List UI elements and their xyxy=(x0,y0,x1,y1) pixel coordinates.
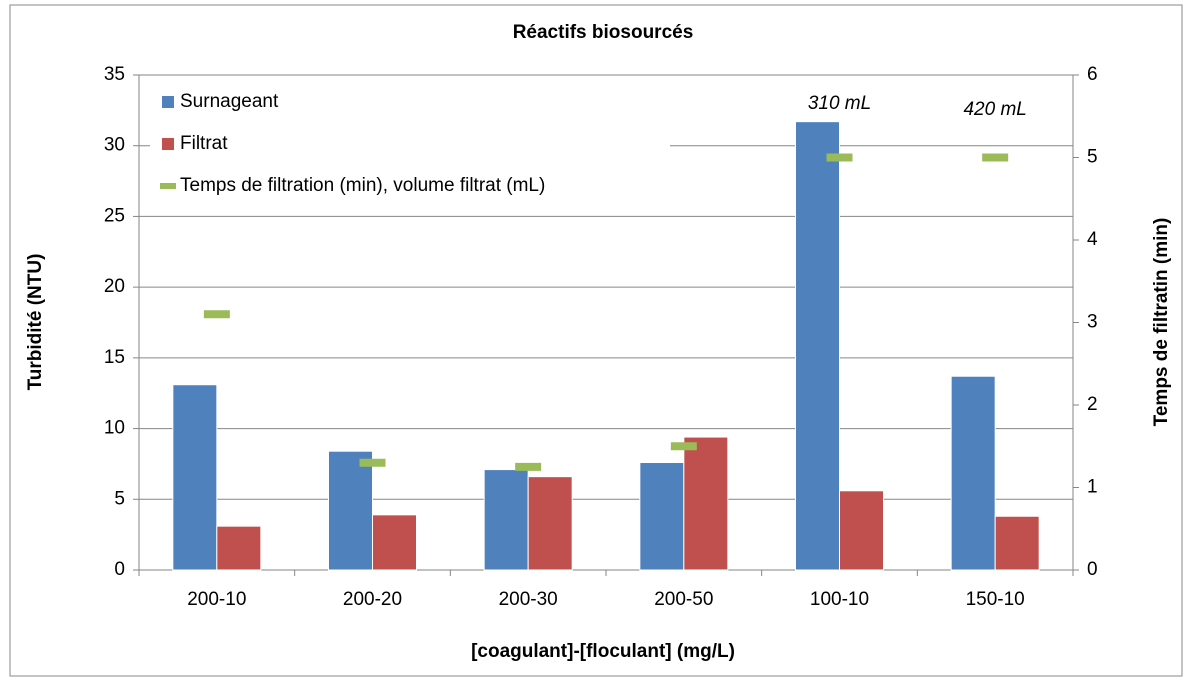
legend-box xyxy=(150,82,670,200)
bar xyxy=(372,514,417,571)
bar xyxy=(527,476,573,571)
y-tick-label: 25 xyxy=(104,205,125,226)
x-tick-label: 150-10 xyxy=(966,589,1025,610)
y2-tick-label: 6 xyxy=(1087,64,1098,85)
marker xyxy=(515,462,542,471)
x-tick-label: 200-10 xyxy=(187,589,246,610)
x-tick-label: 100-10 xyxy=(810,589,869,610)
bar xyxy=(216,525,262,571)
y2-tick-label: 4 xyxy=(1087,229,1098,250)
y-axis-label: Turbidité (NTU) xyxy=(25,254,46,391)
bar xyxy=(639,462,685,571)
y2-axis-label: Temps de filtratin (min) xyxy=(1151,218,1172,427)
legend-marker xyxy=(162,138,174,150)
y-tick-label: 0 xyxy=(114,559,125,580)
annotation: 310 mL xyxy=(808,93,871,114)
y-tick-label: 10 xyxy=(104,418,125,439)
marker xyxy=(826,153,853,162)
y2-tick-label: 1 xyxy=(1087,477,1098,498)
marker xyxy=(203,310,230,319)
bar xyxy=(483,469,529,571)
legend-label: Surnageant xyxy=(180,91,279,112)
bar xyxy=(950,375,996,571)
bar xyxy=(839,490,884,571)
bar xyxy=(683,436,729,571)
chart-title: Réactifs biosourcés xyxy=(513,22,694,43)
y2-tick-label: 5 xyxy=(1087,147,1098,168)
marker xyxy=(359,458,386,467)
annotation: 420 mL xyxy=(963,99,1026,120)
legend-marker xyxy=(160,183,176,189)
x-tick-label: 200-20 xyxy=(343,589,402,610)
marker xyxy=(670,442,697,451)
y-tick-label: 15 xyxy=(104,347,125,368)
bar xyxy=(994,515,1040,571)
bar xyxy=(328,450,373,571)
y2-tick-label: 2 xyxy=(1087,394,1098,415)
y-tick-label: 20 xyxy=(104,276,125,297)
legend-label: Filtrat xyxy=(180,133,228,154)
bar xyxy=(172,384,218,571)
legend-label: Temps de filtration (min), volume filtra… xyxy=(180,175,545,196)
y2-tick-label: 0 xyxy=(1087,559,1098,580)
marker xyxy=(982,153,1009,162)
x-axis-label: [coagulant]-[floculant] (mg/L) xyxy=(471,641,735,662)
y2-tick-label: 3 xyxy=(1087,312,1098,333)
y-tick-label: 35 xyxy=(104,64,125,85)
x-tick-label: 200-30 xyxy=(499,589,558,610)
bar xyxy=(795,121,840,571)
x-tick-label: 200-50 xyxy=(654,589,713,610)
y-tick-label: 30 xyxy=(104,135,125,156)
legend-marker xyxy=(162,96,174,108)
y-tick-label: 5 xyxy=(114,488,125,509)
